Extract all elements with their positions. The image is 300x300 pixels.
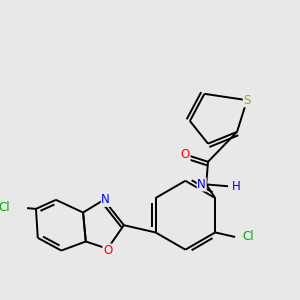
Text: N: N [101, 193, 110, 206]
Text: Cl: Cl [0, 201, 10, 214]
Text: N: N [197, 178, 206, 191]
Text: O: O [103, 244, 112, 257]
Text: H: H [232, 180, 240, 193]
Text: O: O [181, 148, 190, 161]
Text: Cl: Cl [242, 230, 254, 244]
Text: S: S [243, 94, 251, 107]
